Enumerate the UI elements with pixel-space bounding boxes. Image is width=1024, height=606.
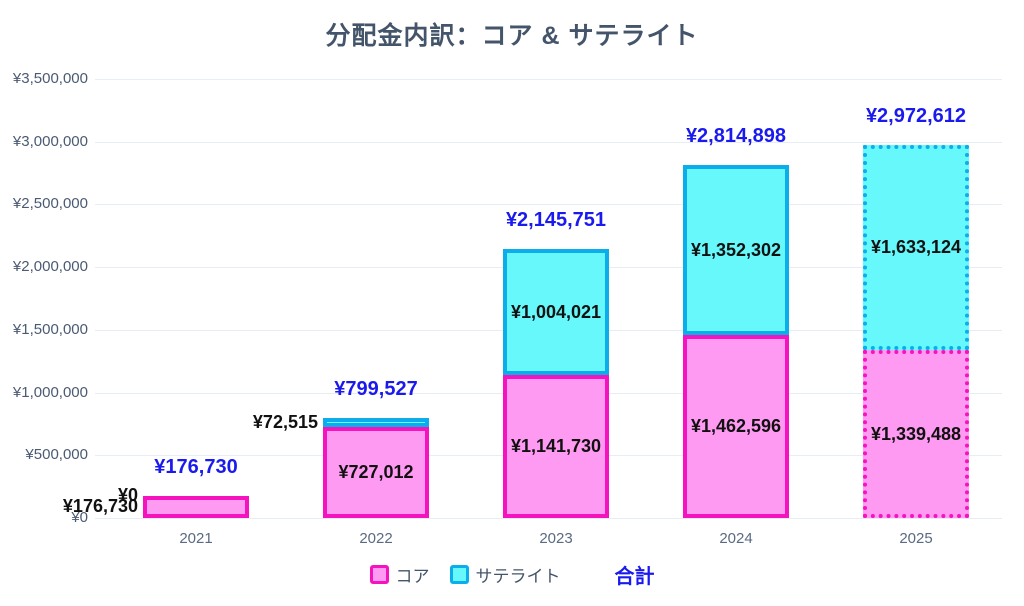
chart-title: 分配金内訳：コア & サテライト <box>325 22 699 50</box>
x-axis-tick-label: 2021 <box>179 530 213 547</box>
bar-segment-satellite-2022 <box>323 418 429 427</box>
gridline <box>95 141 1002 143</box>
legend-label-satellite: サテライト <box>475 567 561 586</box>
segment-value-label: ¥1,462,596 <box>690 416 782 436</box>
legend-item-satellite: サテライト <box>449 562 561 587</box>
satellite-series-swatch <box>449 565 469 584</box>
total-value-label: ¥799,527 <box>334 378 418 400</box>
total-value-label: ¥176,730 <box>154 456 238 478</box>
bar-segment-core-2023: ¥1,141,730 <box>503 375 609 518</box>
bar-segment-core-2021 <box>143 496 249 518</box>
y-axis-tick-label: ¥3,000,000 <box>12 132 88 150</box>
segment-value-label: ¥1,141,730 <box>510 436 602 456</box>
segment-value-label-outside: ¥176,730 <box>62 496 138 516</box>
bar-segment-core-2025: ¥1,339,488 <box>863 350 969 518</box>
y-axis-tick-label: ¥0 <box>71 509 88 526</box>
total-value-label: ¥2,145,751 <box>505 209 607 231</box>
bar-segment-satellite-2023: ¥1,004,021 <box>503 249 609 375</box>
x-axis-tick-label: 2023 <box>539 530 573 547</box>
bar-segment-core-2024: ¥1,462,596 <box>683 335 789 518</box>
gridline <box>95 204 1002 206</box>
legend-item-core: コア <box>369 562 430 587</box>
segment-value-label: ¥1,339,488 <box>870 423 962 444</box>
gridline <box>95 518 1002 519</box>
y-axis-tick-label: ¥1,000,000 <box>12 383 88 401</box>
bar-segment-satellite-2025: ¥1,633,124 <box>863 145 969 350</box>
bar-segment-core-2022: ¥727,012 <box>323 427 429 518</box>
bar-segment-satellite-2024: ¥1,352,302 <box>683 165 789 335</box>
legend-label-core: コア <box>395 567 430 586</box>
x-axis-tick-label: 2025 <box>899 530 933 547</box>
total-value-label: ¥2,972,612 <box>865 105 967 127</box>
segment-value-label-outside: ¥0 <box>117 485 138 505</box>
total-value-label: ¥2,814,898 <box>685 125 787 147</box>
y-axis-tick-label: ¥500,000 <box>25 446 88 464</box>
core-series-swatch <box>369 565 389 584</box>
segment-value-label: ¥1,633,124 <box>870 237 962 257</box>
segment-value-label-outside: ¥72,515 <box>252 411 318 432</box>
legend-label-total: 合計 <box>614 566 655 588</box>
chart-legend: コア サテライト 合計 <box>0 560 1024 589</box>
x-axis-tick-label: 2024 <box>719 530 753 547</box>
y-axis-tick-label: ¥3,500,000 <box>12 70 88 87</box>
y-axis-tick-label: ¥2,500,000 <box>12 195 88 213</box>
segment-value-label: ¥1,004,021 <box>510 301 602 322</box>
y-axis-tick-label: ¥2,000,000 <box>12 258 88 276</box>
x-axis-tick-label: 2022 <box>359 530 393 547</box>
segment-value-label: ¥1,352,302 <box>690 239 782 260</box>
y-axis-tick-label: ¥1,500,000 <box>12 320 88 338</box>
segment-value-label: ¥727,012 <box>338 462 414 482</box>
gridline <box>95 79 1002 80</box>
